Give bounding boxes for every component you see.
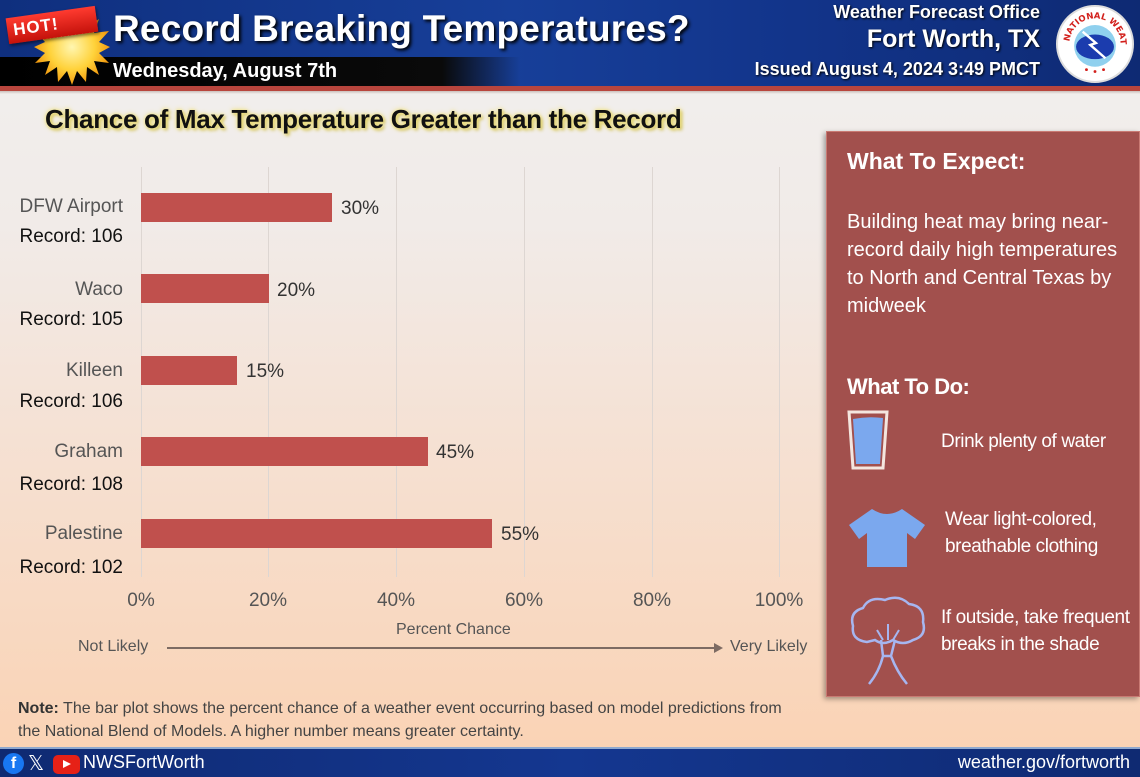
issued-timestamp: Issued August 4, 2024 3:49 PMCT bbox=[754, 59, 1040, 79]
gridline-100 bbox=[779, 167, 780, 577]
nws-logo-icon: NATIONAL WEATHER SERVICE bbox=[1056, 5, 1134, 83]
gridline-20 bbox=[268, 167, 269, 577]
header-banner: HOT! Record Breaking Temperatures? Wedne… bbox=[0, 0, 1140, 92]
category-label: Graham bbox=[54, 441, 123, 462]
todo-item-shade: If outside, take frequent breaks in the … bbox=[941, 607, 1130, 655]
office-label: Weather Forecast Office bbox=[833, 2, 1040, 22]
page-title: Record Breaking Temperatures? bbox=[113, 8, 690, 49]
scale-left-label: Not Likely bbox=[78, 638, 149, 655]
bar-value: 20% bbox=[277, 280, 316, 301]
category-label: Killeen bbox=[65, 360, 123, 381]
record-label: Record: 106 bbox=[19, 391, 123, 412]
youtube-icon[interactable] bbox=[53, 755, 80, 774]
expect-text: Building heat may bring near-record dail… bbox=[847, 211, 1118, 317]
bar-dfw-airport bbox=[141, 193, 332, 222]
bar-value: 15% bbox=[246, 361, 285, 382]
note-text: The bar plot shows the percent chance of… bbox=[18, 700, 782, 740]
category-label: DFW Airport bbox=[19, 196, 123, 217]
record-label: Record: 105 bbox=[19, 309, 123, 330]
tree-icon bbox=[850, 596, 926, 685]
category-label: Palestine bbox=[44, 523, 123, 544]
bar-palestine bbox=[141, 519, 492, 548]
water-glass-icon bbox=[847, 410, 889, 470]
x-tick: 100% bbox=[754, 590, 804, 611]
gridline-60 bbox=[524, 167, 525, 577]
social-handle[interactable]: NWSFortWorth bbox=[83, 752, 205, 772]
advice-panel: What To Expect: Building heat may bring … bbox=[826, 131, 1140, 697]
todo-item-clothing: Wear light-colored, breathable clothing bbox=[945, 509, 1098, 557]
category-label: Waco bbox=[75, 279, 123, 300]
bar-killeen bbox=[141, 356, 237, 385]
bar-value: 30% bbox=[341, 198, 380, 219]
bar-waco bbox=[141, 274, 269, 303]
bar-value: 55% bbox=[501, 524, 540, 545]
scale-right-label: Very Likely bbox=[730, 638, 808, 655]
facebook-icon[interactable]: f bbox=[3, 753, 24, 774]
x-tick: 20% bbox=[248, 590, 288, 611]
todo-item-water: Drink plenty of water bbox=[941, 431, 1106, 452]
x-twitter-icon[interactable]: 𝕏 bbox=[28, 751, 45, 775]
t-shirt-icon bbox=[849, 509, 925, 567]
chart-title: Chance of Max Temperature Greater than t… bbox=[45, 104, 682, 134]
date-subtitle: Wednesday, August 7th bbox=[113, 60, 338, 82]
bar-graham bbox=[141, 437, 428, 466]
gridline-40 bbox=[396, 167, 397, 577]
footer-bar: f 𝕏 NWSFortWorth weather.gov/fortworth bbox=[0, 747, 1140, 777]
likelihood-arrow-icon bbox=[167, 643, 723, 653]
x-tick: 60% bbox=[504, 590, 544, 611]
record-label: Record: 106 bbox=[19, 226, 123, 247]
note-label: Note: bbox=[18, 700, 59, 717]
record-label: Record: 108 bbox=[19, 474, 123, 495]
footnote: Note: The bar plot shows the percent cha… bbox=[18, 697, 808, 743]
x-axis-label: Percent Chance bbox=[396, 621, 511, 638]
header-divider bbox=[0, 86, 1140, 91]
todo-heading: What To Do: bbox=[847, 374, 970, 399]
bar-value: 45% bbox=[436, 442, 475, 463]
x-tick: 0% bbox=[127, 590, 155, 611]
x-tick: 80% bbox=[632, 590, 672, 611]
x-tick: 40% bbox=[376, 590, 416, 611]
office-location: Fort Worth, TX bbox=[866, 25, 1040, 53]
gridline-80 bbox=[652, 167, 653, 577]
header-shadow bbox=[0, 91, 1140, 94]
record-label: Record: 102 bbox=[19, 557, 123, 578]
website-link[interactable]: weather.gov/fortworth bbox=[957, 752, 1130, 772]
expect-heading: What To Expect: bbox=[847, 148, 1026, 174]
